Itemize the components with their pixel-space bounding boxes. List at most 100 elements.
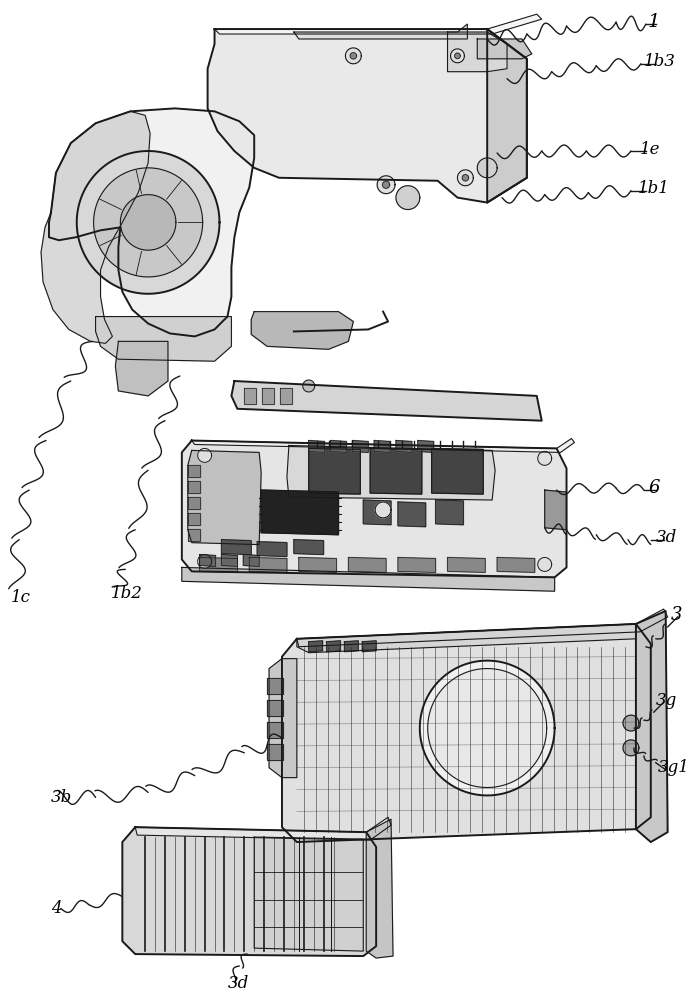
Text: 3d: 3d [227,975,249,992]
Polygon shape [294,540,323,555]
Polygon shape [262,388,274,404]
Polygon shape [327,641,340,652]
Polygon shape [215,14,542,34]
Polygon shape [487,29,527,203]
Polygon shape [199,555,215,566]
Polygon shape [231,381,542,421]
Polygon shape [398,502,426,527]
Polygon shape [251,312,353,349]
Polygon shape [250,558,287,572]
Polygon shape [462,175,468,181]
Polygon shape [77,151,220,294]
Text: 3: 3 [671,606,682,624]
Polygon shape [267,744,283,760]
Polygon shape [457,170,473,186]
Polygon shape [187,513,199,525]
Polygon shape [544,490,567,530]
Text: 3d: 3d [656,529,677,546]
Polygon shape [41,111,150,343]
Polygon shape [309,448,360,494]
Polygon shape [302,380,314,392]
Ellipse shape [435,667,539,793]
Polygon shape [623,715,639,731]
Polygon shape [299,558,337,572]
Polygon shape [636,611,668,842]
Polygon shape [477,39,532,59]
Polygon shape [261,490,339,535]
Polygon shape [377,176,395,194]
Text: 1c: 1c [11,589,31,606]
Polygon shape [297,609,668,647]
Text: 3b: 3b [51,789,72,806]
Polygon shape [198,555,212,568]
Polygon shape [396,441,412,452]
Polygon shape [244,388,256,404]
Polygon shape [297,624,636,653]
Polygon shape [267,678,283,694]
Polygon shape [267,722,283,738]
Text: 1e: 1e [640,141,660,158]
Text: 1b3: 1b3 [644,53,675,70]
Polygon shape [431,448,483,494]
Ellipse shape [356,640,390,668]
Polygon shape [362,641,376,652]
Polygon shape [420,661,555,795]
Polygon shape [538,558,551,571]
Polygon shape [257,542,287,557]
Polygon shape [350,53,357,59]
Polygon shape [208,29,527,203]
Polygon shape [280,388,292,404]
Polygon shape [623,740,639,756]
Polygon shape [428,669,546,788]
Polygon shape [477,158,497,178]
Text: 1b1: 1b1 [638,180,670,197]
Polygon shape [447,558,485,572]
Polygon shape [497,558,535,572]
Polygon shape [49,108,254,336]
Polygon shape [95,317,231,361]
Polygon shape [182,441,567,577]
Polygon shape [398,558,436,572]
Polygon shape [363,500,391,525]
Polygon shape [187,481,199,493]
Polygon shape [450,49,464,63]
Polygon shape [346,48,361,64]
Polygon shape [192,439,574,452]
Polygon shape [243,555,259,566]
Polygon shape [135,817,391,840]
Polygon shape [121,195,176,250]
Polygon shape [287,445,495,500]
Text: 3g: 3g [656,692,677,709]
Polygon shape [370,448,422,494]
Polygon shape [366,819,393,958]
Polygon shape [187,497,199,509]
Polygon shape [182,567,555,591]
Polygon shape [187,529,199,541]
Polygon shape [267,700,283,716]
Polygon shape [454,53,460,59]
Polygon shape [344,641,358,652]
Polygon shape [93,168,203,277]
Polygon shape [222,540,251,555]
Polygon shape [294,24,468,39]
Polygon shape [309,441,325,452]
Text: 3g1: 3g1 [658,759,689,776]
Polygon shape [309,641,323,652]
Polygon shape [447,32,507,72]
Polygon shape [116,341,168,396]
Polygon shape [254,837,363,951]
Polygon shape [396,186,420,210]
Polygon shape [269,659,297,778]
Polygon shape [383,181,390,188]
Polygon shape [374,441,390,452]
Ellipse shape [402,636,434,661]
Polygon shape [375,502,391,518]
Text: 1: 1 [648,13,660,31]
Polygon shape [348,558,386,572]
Polygon shape [353,441,368,452]
Polygon shape [222,555,238,566]
Polygon shape [436,500,464,525]
Text: 6: 6 [649,479,660,497]
Polygon shape [330,441,346,452]
Polygon shape [538,451,551,465]
